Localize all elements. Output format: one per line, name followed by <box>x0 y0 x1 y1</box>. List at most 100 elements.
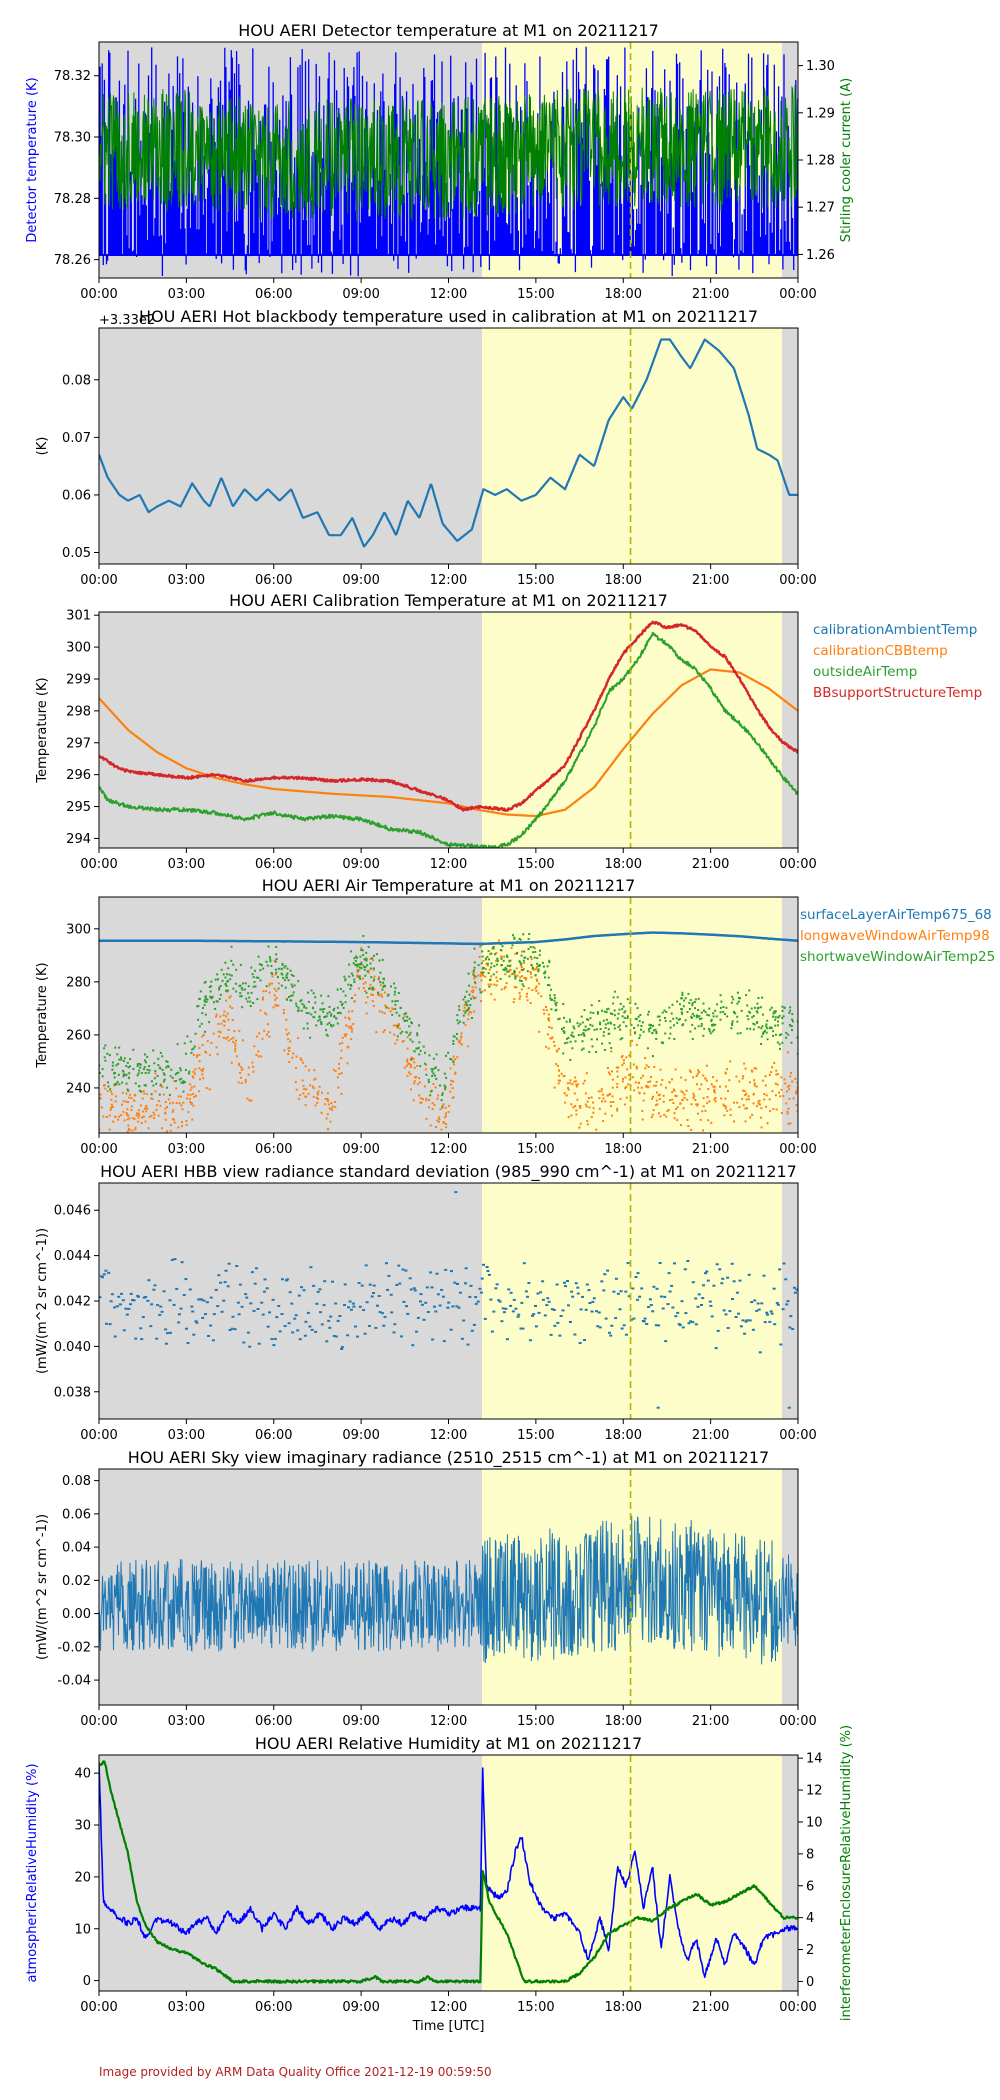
y2-axis-label: interferometerEnclosureRelativeHumidity … <box>839 1725 854 2021</box>
x-tick-label: 03:00 <box>168 857 205 872</box>
x-tick-label: 00:00 <box>779 1714 816 1729</box>
daylight-shading <box>481 328 782 564</box>
x-tick-label: 06:00 <box>255 1714 292 1729</box>
y-tick-label: 0.08 <box>62 1474 91 1489</box>
y-tick-label: -0.02 <box>57 1640 91 1655</box>
y2-tick-label: 1.26 <box>806 248 835 263</box>
chart-title: HOU AERI Detector temperature at M1 on 2… <box>238 21 659 40</box>
x-tick-label: 00:00 <box>779 857 816 872</box>
y-tick-label: 0 <box>83 1974 91 1989</box>
y2-tick-label: 10 <box>806 1815 823 1830</box>
x-tick-label: 03:00 <box>168 2000 205 2015</box>
chart-p1: HOU AERI Detector temperature at M1 on 2… <box>25 21 854 302</box>
chart-p7: HOU AERI Relative Humidity at M1 on 2021… <box>25 1725 854 2034</box>
x-tick-label: 15:00 <box>517 1142 554 1157</box>
y-tick-label: 295 <box>66 800 91 815</box>
plot-area <box>99 42 798 278</box>
x-tick-label: 00:00 <box>80 857 117 872</box>
series-interferometerEnclosureRelativeHumidity <box>99 1760 798 1984</box>
chart-title: HOU AERI Calibration Temperature at M1 o… <box>229 591 668 610</box>
y-tick-label: 20 <box>74 1870 91 1885</box>
y-axis-label: Detector temperature (K) <box>25 77 40 242</box>
y-axis-label: atmosphericRelativeHumidity (%) <box>25 1763 40 1982</box>
daylight-shading <box>481 1183 782 1419</box>
chart-p2: HOU AERI Hot blackbody temperature used … <box>35 307 817 588</box>
y2-tick-label: 12 <box>806 1784 823 1799</box>
y2-axis-label: Stirling cooler current (A) <box>839 78 854 242</box>
y2-tick-label: 4 <box>806 1911 814 1926</box>
y-axis-label: Temperature (K) <box>35 677 50 783</box>
plot-area <box>99 328 798 564</box>
y-axis-label: (K) <box>35 437 50 456</box>
x-tick-label: 06:00 <box>255 1428 292 1443</box>
y-tick-label: -0.04 <box>57 1674 91 1689</box>
y2-tick-label: 2 <box>806 1943 814 1958</box>
series-calibrationCBBtemp <box>99 668 798 818</box>
y-tick-label: 0.00 <box>62 1607 91 1622</box>
x-tick-label: 00:00 <box>779 1428 816 1443</box>
y-tick-label: 0.040 <box>54 1340 91 1355</box>
x-tick-label: 09:00 <box>342 287 379 302</box>
y-axis: 78.26 78.28 78.30 78.32 Detector temperature… <box>25 69 99 268</box>
chart-p4: HOU AERI Air Temperature at M1 on 202112… <box>35 876 995 1157</box>
y-tick-label: 0.038 <box>54 1385 91 1400</box>
x-tick-label: 06:00 <box>255 287 292 302</box>
legend: calibrationAmbientTemp calibrationCBBtemp… <box>813 622 982 701</box>
x-tick-label: 21:00 <box>692 857 729 872</box>
y2-tick-label: 6 <box>806 1879 814 1894</box>
x-tick-label: 21:00 <box>692 1142 729 1157</box>
y-tick-label: 296 <box>66 768 91 783</box>
x-tick-label: 00:00 <box>80 1428 117 1443</box>
x-tick-label: 18:00 <box>605 287 642 302</box>
daylight-shading <box>481 1755 782 1991</box>
y-tick-label: 40 <box>74 1767 91 1782</box>
x-tick-label: 15:00 <box>517 287 554 302</box>
legend-entry: outsideAirTemp <box>813 664 917 680</box>
chart-p6: HOU AERI Sky view imaginary radiance (25… <box>35 1448 817 1729</box>
x-tick-label: 00:00 <box>80 1714 117 1729</box>
y-tick-label: 0.07 <box>62 431 91 446</box>
y2-tick-label: 1.28 <box>806 154 835 169</box>
y-tick-label: 0.02 <box>62 1574 91 1589</box>
y-tick-label: 0.046 <box>54 1204 91 1219</box>
y-tick-label: 300 <box>66 641 91 656</box>
y-tick-label: 30 <box>74 1819 91 1834</box>
x-tick-label: 18:00 <box>605 1428 642 1443</box>
y2-tick-label: 8 <box>806 1847 814 1862</box>
legend-entry: calibrationCBBtemp <box>813 643 948 659</box>
legend-entry: shortwaveWindowAirTemp25 <box>800 949 995 965</box>
y-tick-label: 297 <box>66 736 91 751</box>
y2-axis: 0 2 4 6 8 10 12 14 interferometerEnclosureRelati… <box>798 1725 854 2021</box>
chart-title: HOU AERI HBB view radiance standard devi… <box>100 1162 797 1182</box>
legend-entry: calibrationAmbientTemp <box>813 622 977 638</box>
plot-area <box>99 1469 798 1705</box>
legend-entry: longwaveWindowAirTemp98 <box>800 928 990 944</box>
x-tick-label: 09:00 <box>342 573 379 588</box>
series-p6-0 <box>99 1515 798 1665</box>
x-tick-label: 18:00 <box>605 2000 642 2015</box>
x-tick-label: 00:00 <box>779 573 816 588</box>
x-axis: 00:00 03:00 06:00 09:00 12:00 15:00 18:00 21:00… <box>80 1133 817 1157</box>
y2-tick-label: 1.30 <box>806 59 835 74</box>
y-tick-label: 78.26 <box>54 253 91 268</box>
x-tick-label: 12:00 <box>430 2000 467 2015</box>
x-tick-label: 03:00 <box>168 573 205 588</box>
x-tick-label: 09:00 <box>342 2000 379 2015</box>
plot-area <box>99 1755 798 1991</box>
y-tick-label: 280 <box>66 975 91 990</box>
x-tick-label: 00:00 <box>779 287 816 302</box>
x-axis: 00:00 03:00 06:00 09:00 12:00 15:00 18:00 21:00… <box>80 278 817 302</box>
x-tick-label: 21:00 <box>692 573 729 588</box>
x-tick-label: 15:00 <box>517 1714 554 1729</box>
series-longwaveWindowAirTemp98 <box>99 939 798 1133</box>
x-tick-label: 06:00 <box>255 2000 292 2015</box>
x-tick-label: 21:00 <box>692 287 729 302</box>
x-tick-label: 12:00 <box>430 857 467 872</box>
series-BBsupportStructureTemp <box>99 620 798 812</box>
x-tick-label: 21:00 <box>692 1714 729 1729</box>
y-tick-label: 0.06 <box>62 1507 91 1522</box>
plot-area <box>99 1183 798 1419</box>
y-axis: 0.038 0.040 0.042 0.044 0.046 (mW/(m^2 sr cm^… <box>35 1204 99 1400</box>
y-tick-label: 240 <box>66 1081 91 1096</box>
